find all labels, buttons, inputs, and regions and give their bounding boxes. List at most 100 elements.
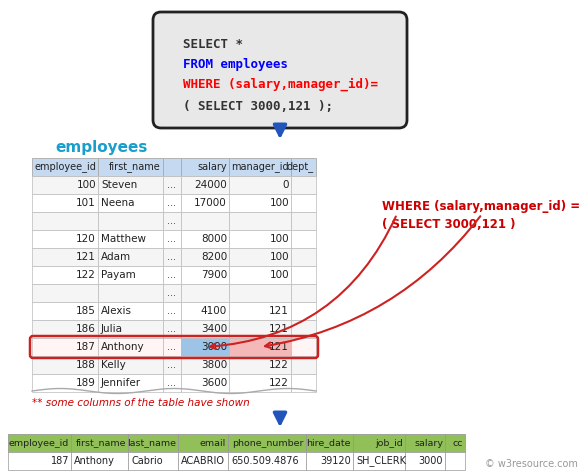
Bar: [229, 248, 291, 266]
Text: Anthony: Anthony: [101, 342, 145, 352]
Bar: [181, 356, 229, 374]
Bar: [181, 284, 229, 302]
Text: 0: 0: [282, 180, 289, 190]
Bar: [98, 158, 163, 176]
Text: hire_date: hire_date: [306, 438, 351, 447]
Text: ...: ...: [168, 234, 176, 244]
Text: phone_number: phone_number: [233, 438, 304, 447]
Text: salary: salary: [197, 162, 227, 172]
Bar: [445, 434, 465, 452]
Bar: [163, 248, 181, 266]
Text: 17000: 17000: [194, 198, 227, 208]
Bar: [181, 320, 229, 338]
Text: 187: 187: [50, 456, 69, 466]
Text: 187: 187: [76, 342, 96, 352]
Bar: [98, 176, 163, 194]
Text: cc: cc: [452, 438, 463, 447]
Bar: [98, 212, 163, 230]
Bar: [98, 338, 163, 356]
Text: 121: 121: [269, 342, 289, 352]
Bar: [98, 356, 163, 374]
Text: 101: 101: [76, 198, 96, 208]
Bar: [32, 356, 98, 374]
Text: ( SELECT 3000,121 ): ( SELECT 3000,121 ): [382, 218, 516, 231]
Bar: [181, 248, 229, 266]
Bar: [353, 452, 405, 470]
Bar: [291, 230, 316, 248]
Text: 121: 121: [269, 306, 289, 316]
Bar: [181, 158, 229, 176]
Text: employee_id: employee_id: [9, 438, 69, 447]
Text: ...: ...: [168, 378, 176, 388]
Bar: [98, 230, 163, 248]
Text: Neena: Neena: [101, 198, 135, 208]
Text: Matthew: Matthew: [101, 234, 146, 244]
Bar: [291, 374, 316, 392]
Text: SH_CLERK: SH_CLERK: [356, 455, 406, 466]
Text: SELECT *: SELECT *: [183, 38, 243, 51]
Bar: [163, 158, 181, 176]
Text: employee_id: employee_id: [34, 162, 96, 173]
Text: last_name: last_name: [127, 438, 176, 447]
Text: 7900: 7900: [201, 270, 227, 280]
Text: 122: 122: [269, 378, 289, 388]
Text: 100: 100: [270, 234, 289, 244]
Bar: [181, 266, 229, 284]
Text: 650.509.4876: 650.509.4876: [231, 456, 299, 466]
Bar: [98, 248, 163, 266]
Text: 122: 122: [76, 270, 96, 280]
Text: ...: ...: [168, 288, 176, 298]
Text: ...: ...: [168, 342, 176, 352]
Bar: [229, 338, 291, 356]
Bar: [181, 194, 229, 212]
Text: manager_id: manager_id: [231, 162, 289, 173]
Text: 8000: 8000: [201, 234, 227, 244]
Bar: [291, 320, 316, 338]
Text: ** some columns of the table have shown: ** some columns of the table have shown: [32, 398, 250, 408]
Text: 185: 185: [76, 306, 96, 316]
Text: 4100: 4100: [201, 306, 227, 316]
Bar: [229, 284, 291, 302]
Text: 122: 122: [269, 360, 289, 370]
Bar: [163, 302, 181, 320]
Text: FROM employees: FROM employees: [183, 58, 288, 71]
Bar: [163, 212, 181, 230]
Text: ...: ...: [168, 324, 176, 334]
Bar: [405, 434, 445, 452]
Bar: [32, 374, 98, 392]
Bar: [32, 230, 98, 248]
Bar: [229, 158, 291, 176]
Bar: [32, 194, 98, 212]
Bar: [229, 374, 291, 392]
Text: Alexis: Alexis: [101, 306, 132, 316]
Bar: [181, 230, 229, 248]
Bar: [163, 284, 181, 302]
Text: employees: employees: [55, 140, 147, 155]
FancyBboxPatch shape: [153, 12, 407, 128]
Bar: [128, 452, 178, 470]
Bar: [163, 356, 181, 374]
Text: email: email: [200, 438, 226, 447]
Text: 186: 186: [76, 324, 96, 334]
Bar: [181, 374, 229, 392]
Text: ...: ...: [168, 198, 176, 208]
Bar: [291, 248, 316, 266]
Text: 100: 100: [76, 180, 96, 190]
Bar: [98, 302, 163, 320]
Bar: [229, 356, 291, 374]
Text: ...: ...: [168, 180, 176, 190]
Bar: [8, 452, 71, 470]
Bar: [291, 212, 316, 230]
Text: Kelly: Kelly: [101, 360, 126, 370]
Text: 189: 189: [76, 378, 96, 388]
Bar: [229, 266, 291, 284]
Text: Adam: Adam: [101, 252, 131, 262]
Text: WHERE (salary,manager_id)=: WHERE (salary,manager_id)=: [183, 78, 378, 91]
Bar: [291, 176, 316, 194]
Bar: [71, 452, 128, 470]
Text: first_name: first_name: [109, 162, 161, 173]
Text: 8200: 8200: [201, 252, 227, 262]
Bar: [32, 212, 98, 230]
Bar: [306, 452, 353, 470]
Text: 100: 100: [270, 198, 289, 208]
